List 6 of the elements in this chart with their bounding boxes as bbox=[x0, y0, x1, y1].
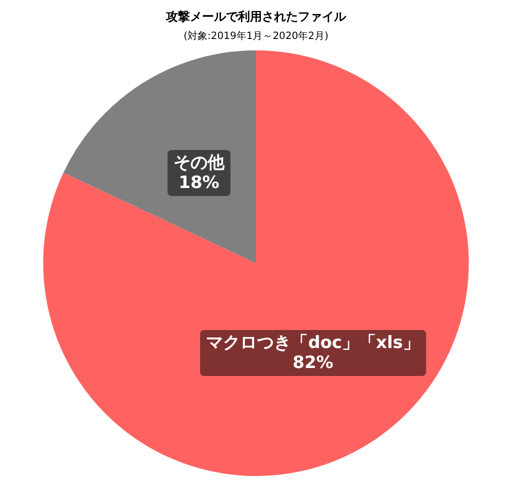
slice-label: マクロつき「doc」「xls」 bbox=[206, 333, 420, 354]
data-label: 18% bbox=[178, 173, 220, 194]
chart-subtitle: (対象:2019年1月～2020年2月) bbox=[184, 30, 328, 42]
chart-title: 攻撃メールで利用されたファイル bbox=[165, 9, 347, 24]
data-label: 82% bbox=[292, 353, 334, 374]
slice-label: その他 bbox=[173, 153, 224, 174]
